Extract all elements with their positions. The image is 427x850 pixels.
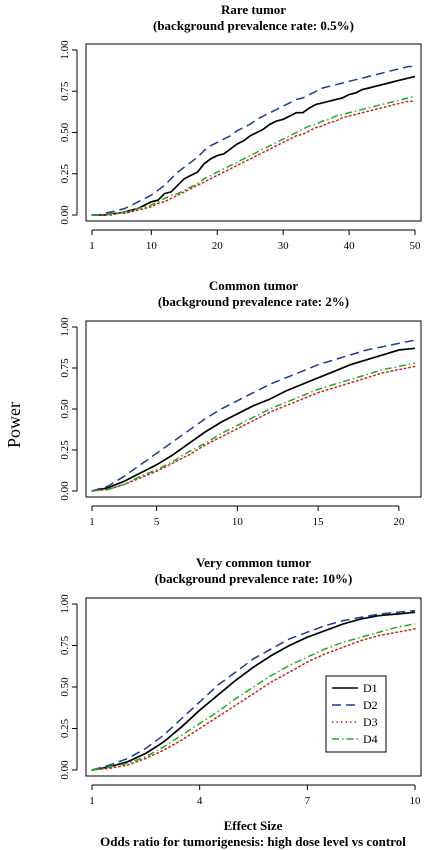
legend-label-d4: D4: [363, 732, 378, 746]
y-tick-label: 0.25: [59, 164, 71, 184]
x-tick-label: 4: [197, 795, 203, 807]
y-tick-label: 1.00: [59, 40, 71, 60]
legend-label-d1: D1: [363, 681, 378, 695]
chart-title-line-1: Very common tumor: [196, 555, 311, 570]
series-line-d4: [92, 95, 416, 216]
chart-title-line-2: (background prevalence rate: 2%): [158, 294, 349, 309]
y-tick-label: 0.50: [59, 677, 71, 697]
y-tick-label: 0.25: [59, 718, 71, 738]
x-tick-label: 10: [410, 795, 422, 807]
y-tick-label: 0.00: [59, 205, 71, 225]
y-tick-label: 1.00: [59, 317, 71, 337]
y-tick-label: 0.75: [59, 358, 71, 378]
legend-label-d3: D3: [363, 715, 378, 729]
y-tick-label: 1.00: [59, 594, 71, 614]
series-line-d2: [91, 609, 416, 771]
plot-frame: [85, 597, 422, 777]
chart-title-line-2: (background prevalence rate: 10%): [155, 571, 353, 586]
x-tick-label: 50: [410, 240, 422, 252]
plot-frame: [85, 320, 422, 498]
chart-title-line-2: (background prevalence rate: 0.5%): [153, 18, 354, 33]
x-tick-label: 1: [89, 795, 95, 807]
chart-panel-2: Common tumor(background prevalence rate:…: [59, 278, 422, 528]
plot-frame: [85, 43, 422, 222]
x-tick-label: 1: [89, 240, 95, 252]
x-axis-sublabel: Odds ratio for tumorigenesis: high dose …: [100, 834, 406, 849]
x-axis-label: Effect Size: [224, 818, 283, 833]
x-tick-label: 20: [393, 516, 405, 528]
series-line-d3: [91, 365, 416, 492]
series-line-d3: [91, 628, 416, 771]
series-line-d1: [91, 611, 416, 771]
series-line-d1: [91, 347, 416, 492]
chart-title-line-1: Common tumor: [209, 278, 298, 293]
x-tick-label: 10: [232, 516, 244, 528]
series-line-d1: [92, 75, 416, 216]
legend-label-d2: D2: [363, 698, 378, 712]
x-tick-label: 40: [344, 240, 356, 252]
x-tick-label: 20: [212, 240, 224, 252]
y-tick-label: 0.00: [59, 760, 71, 780]
series-line-d2: [92, 65, 415, 216]
y-axis-label: Power: [4, 402, 24, 448]
x-tick-label: 5: [154, 516, 160, 528]
y-tick-label: 0.50: [59, 399, 71, 419]
y-tick-label: 0.00: [59, 481, 71, 501]
series-line-d2: [91, 339, 416, 492]
chart-panel-1: Rare tumor(background prevalence rate: 0…: [59, 2, 422, 252]
x-tick-label: 1: [89, 516, 95, 528]
x-tick-label: 15: [313, 516, 325, 528]
y-tick-label: 0.25: [59, 440, 71, 460]
y-tick-label: 0.75: [59, 81, 71, 101]
series-line-d4: [91, 362, 416, 492]
x-tick-label: 10: [146, 240, 158, 252]
y-tick-label: 0.75: [59, 635, 71, 655]
x-tick-label: 7: [305, 795, 311, 807]
chart-title-line-1: Rare tumor: [221, 2, 286, 17]
chart-panel-3: Very common tumor(background prevalence …: [59, 555, 422, 807]
series-line-d3: [91, 100, 416, 216]
legend: D1 D2 D3 D4: [325, 675, 387, 753]
y-tick-label: 0.50: [59, 122, 71, 142]
x-tick-label: 30: [278, 240, 290, 252]
